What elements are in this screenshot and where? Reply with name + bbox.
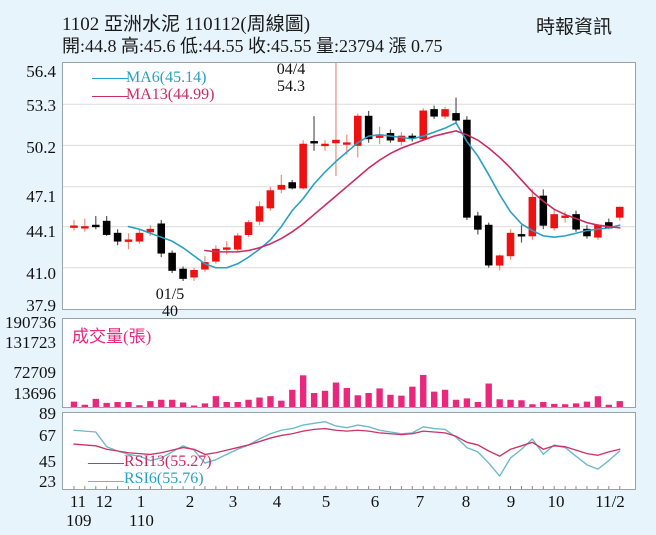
rsi-chart-panel xyxy=(62,412,636,490)
x-axis-tick-9: 8 xyxy=(461,492,471,511)
rsi-ytick-1: 67 xyxy=(39,426,56,445)
high-annotation-value: 54.3 xyxy=(277,78,305,95)
volume-ytick-0: 190736 xyxy=(5,313,56,332)
x-axis-tick-4: 3 xyxy=(228,492,238,511)
ma13-legend-label: MA13(44.99) xyxy=(126,86,215,103)
x-axis-tick-7: 6 xyxy=(370,492,380,511)
x-axis-tick-5: 4 xyxy=(272,492,282,511)
rsi13-legend-swatch xyxy=(88,463,124,464)
x-axis-tick-3: 2 xyxy=(185,492,195,511)
rsi-ytick-2: 45 xyxy=(39,452,56,471)
rsi6-legend-swatch xyxy=(88,481,124,482)
header: 1102 亞洲水泥 110112(周線圖) 開:44.8 高:45.6 低:44… xyxy=(0,0,656,56)
volume-title: 成交量(張) xyxy=(72,327,152,346)
ma6-legend-swatch xyxy=(92,78,128,79)
x-axis-year-110: 110 xyxy=(129,511,154,530)
x-axis-tick-12: 11/2 xyxy=(595,492,625,511)
ma13-legend-swatch xyxy=(92,96,128,97)
x-axis-tick-11: 10 xyxy=(547,492,565,511)
rsi6-legend-label: RSI6(55.76) xyxy=(124,470,204,487)
price-ytick-6: 37.9 xyxy=(26,296,56,315)
source-label: 時報資訊 xyxy=(536,17,613,38)
x-axis-tick-8: 7 xyxy=(415,492,425,511)
volume-chart-panel xyxy=(62,318,636,408)
volume-ytick-3: 13696 xyxy=(13,384,57,403)
quote-summary: 開:44.8 高:45.6 低:44.55 收:45.55 量:23794 漲 … xyxy=(62,36,443,56)
volume-bar-plot xyxy=(70,374,623,407)
low-annotation-date: 01/5 xyxy=(155,286,185,303)
rsi-line-plot xyxy=(73,420,621,489)
price-ytick-5: 41.0 xyxy=(26,264,56,283)
volume-ytick-1: 131723 xyxy=(5,333,56,352)
x-axis-tick-10: 9 xyxy=(506,492,516,511)
x-axis-year-109: 109 xyxy=(66,511,92,530)
price-ytick-1: 53.3 xyxy=(26,96,56,115)
price-ytick-0: 56.4 xyxy=(26,62,56,81)
rsi-ytick-0: 89 xyxy=(39,404,56,423)
rsi-ytick-3: 23 xyxy=(39,472,56,491)
x-axis-tick-0: 11 xyxy=(69,492,87,511)
rsi13-legend-label: RSI13(55.27) xyxy=(124,453,212,470)
x-axis-tick-6: 5 xyxy=(321,492,331,511)
ma6-legend-label: MA6(45.14) xyxy=(126,69,207,86)
candlestick-plot xyxy=(63,63,635,282)
price-ytick-2: 50.2 xyxy=(26,138,56,157)
high-annotation-date: 04/4 xyxy=(276,61,306,78)
x-axis-tick-1: 12 xyxy=(95,492,113,511)
volume-ytick-2: 72709 xyxy=(13,363,57,382)
price-ytick-3: 47.1 xyxy=(26,187,56,206)
price-chart-panel xyxy=(62,62,636,310)
low-annotation-value: 40 xyxy=(162,303,178,320)
page-title: 1102 亞洲水泥 110112(周線圖) xyxy=(62,14,311,35)
price-ytick-4: 44.1 xyxy=(26,222,56,241)
x-axis-tick-2: 1 xyxy=(136,492,146,511)
